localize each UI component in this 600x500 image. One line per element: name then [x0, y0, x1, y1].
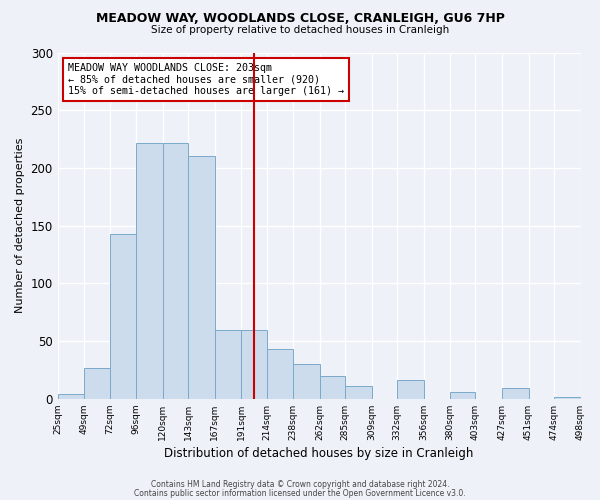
Bar — [554, 396, 581, 399]
Bar — [293, 364, 320, 399]
Bar — [163, 142, 188, 399]
Bar — [136, 142, 163, 399]
Bar — [320, 376, 345, 399]
Text: MEADOW WAY WOODLANDS CLOSE: 203sqm
← 85% of detached houses are smaller (920)
15: MEADOW WAY WOODLANDS CLOSE: 203sqm ← 85%… — [68, 63, 344, 96]
Bar — [502, 388, 529, 399]
Text: Size of property relative to detached houses in Cranleigh: Size of property relative to detached ho… — [151, 25, 449, 35]
Y-axis label: Number of detached properties: Number of detached properties — [15, 138, 25, 314]
Bar — [345, 386, 371, 399]
Bar — [266, 349, 293, 399]
Bar — [215, 330, 241, 399]
Bar — [58, 394, 84, 399]
X-axis label: Distribution of detached houses by size in Cranleigh: Distribution of detached houses by size … — [164, 447, 474, 460]
Bar — [450, 392, 475, 399]
Text: Contains HM Land Registry data © Crown copyright and database right 2024.: Contains HM Land Registry data © Crown c… — [151, 480, 449, 489]
Bar — [110, 234, 136, 399]
Text: MEADOW WAY, WOODLANDS CLOSE, CRANLEIGH, GU6 7HP: MEADOW WAY, WOODLANDS CLOSE, CRANLEIGH, … — [95, 12, 505, 26]
Bar — [241, 330, 266, 399]
Bar — [188, 156, 215, 399]
Bar — [397, 380, 424, 399]
Text: Contains public sector information licensed under the Open Government Licence v3: Contains public sector information licen… — [134, 488, 466, 498]
Bar — [84, 368, 110, 399]
